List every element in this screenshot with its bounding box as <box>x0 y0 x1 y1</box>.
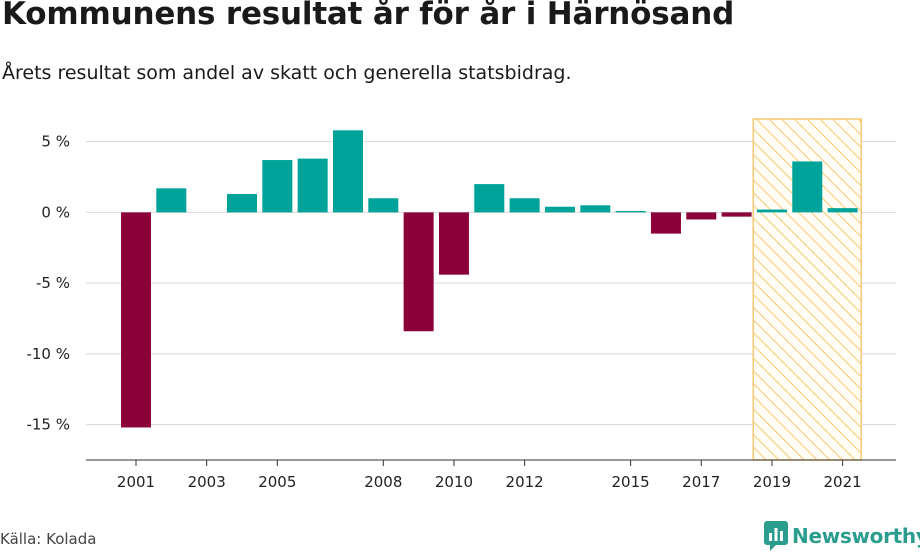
bar-2014[interactable] <box>580 205 611 213</box>
brand-name: Newsworthy <box>792 524 920 548</box>
x-tick-label: 2021 <box>824 473 862 491</box>
bar-2007[interactable] <box>332 130 363 213</box>
newsworthy-logo[interactable]: Newsworthy <box>764 520 920 552</box>
x-tick-label: 2010 <box>435 473 473 491</box>
bar-2004[interactable] <box>226 193 257 213</box>
bar-2009[interactable] <box>403 212 434 332</box>
x-tick-label: 2019 <box>753 473 791 491</box>
bar-2011[interactable] <box>474 184 505 213</box>
y-tick-label: -10 % <box>26 345 70 363</box>
x-tick-label: 2005 <box>258 473 296 491</box>
bar-2016[interactable] <box>650 212 681 234</box>
y-tick-label: 5 % <box>41 133 70 151</box>
bar-2013[interactable] <box>544 206 575 213</box>
x-tick-label: 2012 <box>506 473 544 491</box>
x-tick-label: 2015 <box>612 473 650 491</box>
bar-2020[interactable] <box>792 161 823 213</box>
bar-2002[interactable] <box>156 188 187 213</box>
bar-2012[interactable] <box>509 198 540 213</box>
bar-2001[interactable] <box>121 212 151 428</box>
bar-2008[interactable] <box>368 198 399 213</box>
chart-title: Kommunens resultat år för år i Härnösand <box>2 0 735 32</box>
chart-subtitle: Årets resultat som andel av skatt och ge… <box>2 62 572 84</box>
bar-2010[interactable] <box>438 212 469 275</box>
source-note: Källa: Kolada <box>0 530 97 548</box>
bar-2015[interactable] <box>615 210 646 213</box>
bar-2021[interactable] <box>827 208 858 213</box>
y-tick-label: -15 % <box>26 416 70 434</box>
x-tick-label: 2008 <box>364 473 402 491</box>
bar-2017[interactable] <box>686 212 717 220</box>
bar-2006[interactable] <box>297 158 328 213</box>
bar-2005[interactable] <box>262 160 293 213</box>
x-tick-label: 2001 <box>117 473 155 491</box>
y-tick-label: -5 % <box>36 274 70 292</box>
bar-2019[interactable] <box>756 209 787 213</box>
x-tick-label: 2017 <box>682 473 720 491</box>
x-tick-label: 2003 <box>188 473 226 491</box>
bar-chart-speech-bubble-icon <box>764 521 788 551</box>
y-tick-label: 0 % <box>41 203 70 221</box>
bar-2018[interactable] <box>721 212 752 217</box>
